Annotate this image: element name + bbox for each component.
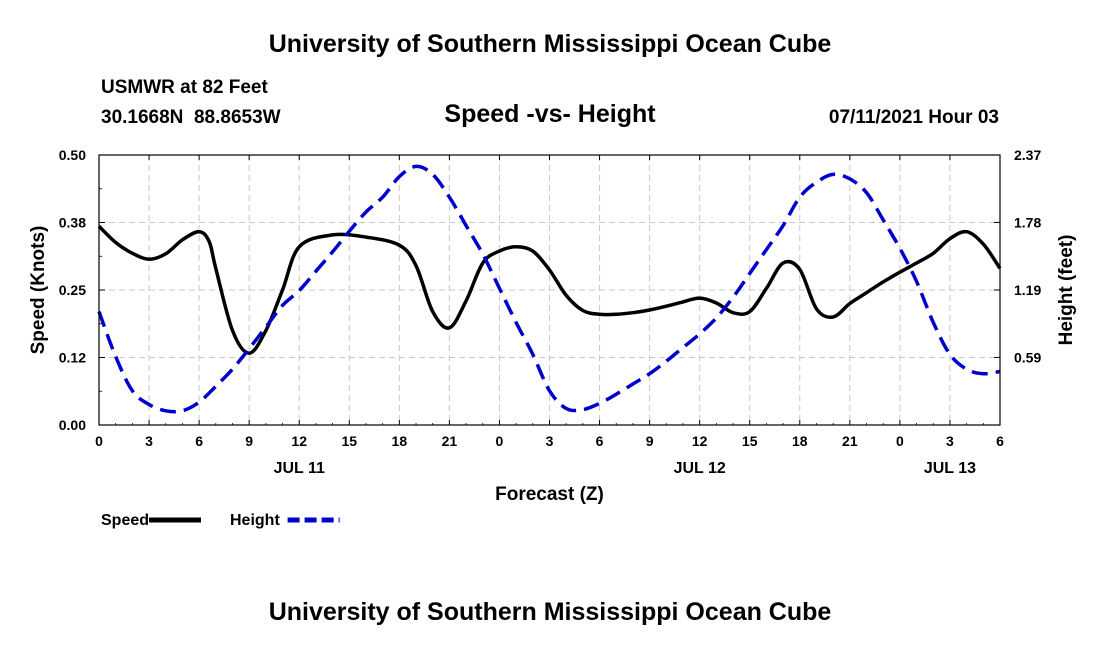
x-tick-label: 18 [392, 433, 408, 449]
page-title-bottom: University of Southern Mississippi Ocean… [268, 598, 832, 626]
legend-label-speed: Speed [101, 512, 149, 529]
grid [99, 155, 1000, 425]
date-label: JUL 13 [924, 460, 976, 477]
legend: Speed Height [101, 512, 340, 529]
x-tick-label: 0 [496, 433, 504, 449]
y-tick-label: 0.12 [59, 350, 86, 366]
y-tick-label: 0.38 [59, 215, 86, 231]
y-tick-label: 0.25 [59, 282, 86, 298]
x-tick-label: 6 [996, 433, 1004, 449]
x-tick-label: 12 [291, 433, 307, 449]
x-tick-label: 15 [742, 433, 758, 449]
x-tick-label: 6 [596, 433, 604, 449]
y-tick-label: 0.50 [59, 147, 86, 163]
x-tick-label: 21 [842, 433, 858, 449]
chart-title: Speed -vs- Height [444, 100, 656, 128]
station-label: USMWR at 82 Feet [101, 77, 268, 98]
coordinates-label: 30.1668N 88.8653W [101, 107, 281, 128]
height-series-line [97, 164, 1001, 414]
x-tick-label: 9 [245, 433, 253, 449]
x-tick-label: 12 [692, 433, 708, 449]
x-tick-label: 3 [546, 433, 554, 449]
series-layer [97, 164, 1002, 414]
speed-series-line [97, 225, 1002, 355]
datetime-label: 07/11/2021 Hour 03 [828, 107, 999, 128]
x-tick-label: 9 [646, 433, 654, 449]
date-label: JUL 11 [274, 460, 325, 477]
x-tick-label: 6 [195, 433, 203, 449]
y2-tick-label: 1.19 [1014, 282, 1041, 298]
y-tick-label: 0.00 [59, 417, 86, 433]
y2-tick-label: 2.37 [1014, 147, 1041, 163]
x-tick-label: 3 [145, 433, 153, 449]
x-tick-label: 3 [946, 433, 954, 449]
y2-tick-label: 1.78 [1014, 214, 1041, 230]
page-title-top: University of Southern Mississippi Ocean… [268, 30, 832, 58]
x-tick-label: 0 [95, 433, 103, 449]
date-label: JUL 12 [674, 460, 726, 477]
x-tick-label: 18 [792, 433, 808, 449]
ticks: 0 3 6 9 12 15 18 21 0 3 6 9 12 15 18 21 0 3 6 0.00 0.12 0.25 0… [59, 147, 1042, 477]
x-tick-label: 15 [341, 433, 357, 449]
x-axis-label: Forecast (Z) [495, 484, 604, 505]
legend-label-height: Height [230, 512, 280, 529]
x-tick-label: 0 [896, 433, 904, 449]
y2-tick-label: 0.59 [1014, 349, 1041, 365]
y2-axis-label: Height (feet) [1056, 235, 1077, 346]
y-axis-label: Speed (Knots) [28, 226, 49, 355]
x-tick-label: 21 [442, 433, 458, 449]
